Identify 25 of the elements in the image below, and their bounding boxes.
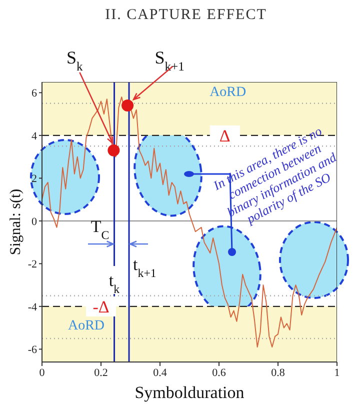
annotation: S$_{k+1}$ [154,48,184,74]
ref-line-label: t$_{k}$ [108,271,120,296]
x-tick-label: 0.4 [153,366,168,379]
y-tick-label: 0 [32,216,38,228]
y-tick-label: 6 [32,88,38,100]
annotation: T$_{C}$ [90,217,110,242]
y-tick-label: -4 [28,301,38,314]
band-label: AoRD [68,318,105,334]
x-tick-label: 0.6 [212,366,226,379]
band-label: AoRD [210,85,246,100]
x-axis-title: Symbolduration [134,383,245,402]
x-tick-label: 0.8 [271,366,286,379]
chart-title: II. CAPTURE EFFECT [104,7,268,25]
ref-line-label: -Δ [92,297,110,316]
y-tick-label: 4 [32,130,38,142]
y-tick-label: -6 [28,344,38,356]
y-tick-label: 2 [32,173,37,186]
ref-line-label: Δ [219,126,230,146]
x-tick-label: 0.2 [94,366,108,379]
annotation: S$_{k}$ [66,47,84,74]
y-axis-title: Signal: s(t) [8,188,24,256]
line-series [42,96,337,348]
y-tick-label: -2 [28,258,37,271]
ref-line-label: t$_{k+1}$ [133,255,156,280]
x-tick-label: 1 [334,366,340,379]
